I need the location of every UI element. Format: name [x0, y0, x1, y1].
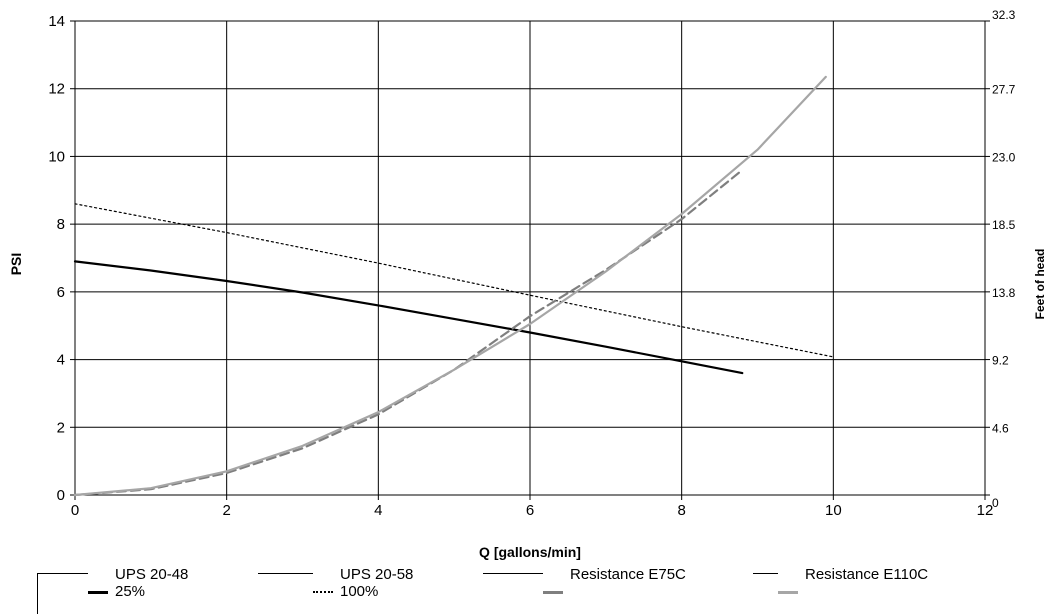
x-tick-label: 4: [374, 502, 382, 519]
series-line-3: [73, 168, 744, 497]
legend-item: Resistance E110C: [778, 566, 988, 616]
y2-tick-label: 9.2: [992, 354, 1009, 368]
grid-lines: [70, 20, 990, 500]
y-tick-label: 14: [48, 13, 65, 30]
series-line-2: [74, 203, 834, 358]
x-tick-label: 8: [677, 502, 685, 519]
y-tick-label: 8: [57, 216, 65, 233]
legend-item: UPS 20-58 100%: [313, 566, 483, 616]
y2-tick-label: 13.8: [992, 286, 1016, 300]
legend-swatch: [88, 591, 108, 594]
x-tick-label: 0: [71, 502, 79, 519]
x-tick-label: 10: [825, 502, 842, 519]
y-tick-label: 0: [57, 487, 65, 504]
legend-swatch: [313, 591, 333, 593]
y2-tick-label: 23.0: [992, 150, 1016, 164]
y-tick-labels: 0 2 4 6 8 10 12 14: [48, 13, 65, 504]
y2-axis-title: Feet of head: [1033, 249, 1047, 320]
legend-label: UPS 20-48 25%: [115, 566, 189, 600]
y2-tick-label: 18.5: [992, 218, 1016, 232]
x-tick-label: 6: [526, 502, 534, 519]
legend-swatch: [543, 591, 563, 594]
y-tick-label: 4: [57, 352, 65, 369]
legend-label: UPS 20-58 100%: [340, 566, 414, 600]
y-tick-label: 10: [48, 148, 65, 165]
y-axis-title: PSI: [8, 253, 24, 276]
series-line-1: [73, 260, 744, 375]
series-line-4: [73, 75, 827, 497]
legend: UPS 20-48 25% UPS 20-58 100% Resistance E7…: [37, 566, 988, 616]
legend-swatch: [778, 591, 798, 594]
x-axis-title: Q [gallons/min]: [479, 544, 581, 560]
y2-tick-label: 32.3: [992, 8, 1016, 22]
y-tick-label: 6: [57, 284, 65, 301]
y2-tick-label: 0: [992, 496, 999, 510]
series-lines: [73, 75, 834, 497]
x-tick-labels: 0 2 4 6 8 10 12: [71, 502, 994, 519]
legend-item: UPS 20-48 25%: [88, 566, 258, 616]
x-tick-label: 2: [222, 502, 230, 519]
y-tick-label: 12: [48, 81, 65, 98]
legend-item: Resistance E75C: [543, 566, 753, 616]
x-tick-label: 12: [977, 502, 994, 519]
y2-tick-label: 27.7: [992, 83, 1016, 97]
y2-tick-labels: 0 4.6 9.2 13.8 18.5 23.0 27.7 32.3: [992, 8, 1016, 510]
legend-label: Resistance E110C: [805, 566, 929, 583]
legend-label: Resistance E75C: [570, 566, 686, 583]
y2-tick-label: 4.6: [992, 421, 1009, 435]
y-tick-label: 2: [57, 419, 65, 436]
